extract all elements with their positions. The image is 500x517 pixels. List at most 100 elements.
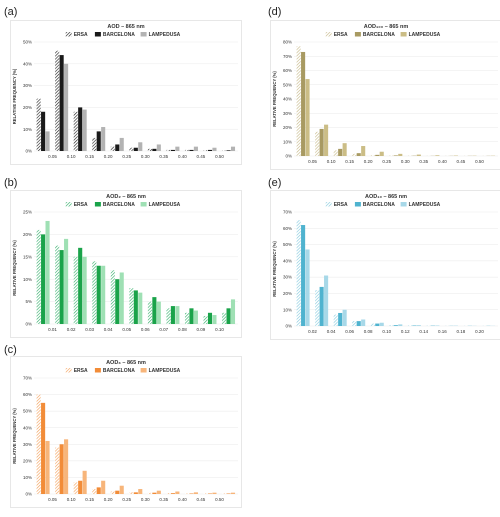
y-tick-label: 0% — [25, 322, 32, 327]
bar — [352, 321, 357, 326]
legend-swatch — [65, 32, 72, 37]
y-tick-label: 30% — [283, 111, 292, 116]
y-axis-label: RELATIVE FREQUENCY (%) — [12, 408, 17, 464]
x-tick-label: 0.10 — [67, 497, 76, 502]
y-tick-label: 50% — [283, 82, 292, 87]
chart-frame — [10, 356, 242, 508]
bar — [73, 482, 78, 494]
legend-label: ERSA — [334, 202, 348, 208]
bar — [101, 265, 106, 324]
bar — [189, 149, 194, 151]
bar — [226, 150, 231, 151]
bar — [41, 402, 46, 494]
bar — [356, 153, 361, 156]
x-tick-label: 0.40 — [178, 497, 187, 502]
bar — [129, 288, 134, 324]
x-tick-label: 0.16 — [438, 329, 447, 334]
y-tick-label: 10% — [23, 475, 32, 480]
bar — [203, 315, 208, 324]
bar — [115, 144, 120, 151]
bar — [175, 146, 180, 151]
x-tick-label: 0.06 — [345, 329, 354, 334]
x-tick-label: 0.30 — [141, 497, 150, 502]
bar — [36, 394, 41, 494]
y-tick-label: 30% — [283, 275, 292, 280]
y-tick-label: 0% — [25, 492, 32, 497]
x-tick-label: 0.05 — [308, 159, 317, 164]
legend-swatch — [354, 32, 361, 37]
bar — [133, 147, 138, 151]
y-tick-label: 10% — [283, 139, 292, 144]
y-tick-label: 20% — [283, 125, 292, 130]
bar — [305, 249, 310, 326]
bar — [393, 155, 398, 156]
bar — [352, 153, 357, 156]
bar — [166, 308, 171, 324]
bar — [55, 447, 60, 494]
bar — [333, 314, 338, 326]
bar — [110, 270, 115, 324]
x-tick-label: 0.01 — [48, 327, 57, 332]
bar — [324, 124, 329, 156]
bar — [207, 149, 213, 151]
bar — [129, 492, 134, 494]
x-tick-label: 0.50 — [215, 154, 224, 159]
bar — [166, 493, 171, 494]
bar — [41, 234, 46, 324]
y-axis-label: RELATIVE FREQUENCY (%) — [272, 241, 277, 297]
bar — [301, 51, 306, 156]
bar — [230, 492, 236, 494]
legend-swatch — [65, 202, 72, 207]
x-tick-label: 0.50 — [475, 159, 484, 164]
x-tick-label: 0.45 — [197, 154, 206, 159]
legend-label: BARCELONA — [103, 368, 135, 374]
legend-label: BARCELONA — [103, 32, 135, 38]
bar — [184, 149, 190, 151]
bar — [152, 492, 157, 494]
chart-e-aod10: AOD₁₀ – 865 nm ERSA BARCELONA LAMPEDUSA 0% 10… — [270, 190, 500, 340]
bar — [370, 323, 375, 326]
bar — [361, 146, 366, 156]
y-tick-label: 40% — [283, 258, 292, 263]
bar — [101, 127, 106, 151]
chart-title: AOD₁₀₀ – 865 nm — [364, 24, 409, 30]
bar — [193, 310, 198, 324]
bar — [119, 485, 124, 494]
bar — [92, 261, 97, 324]
y-axis-label: RELATIVE FREQUENCY (%) — [12, 68, 17, 124]
y-tick-label: 30% — [23, 442, 32, 447]
x-tick-label: 0.05 — [48, 497, 57, 502]
y-tick-label: 15% — [23, 254, 32, 259]
bar — [82, 256, 87, 324]
y-tick-label: 50% — [283, 242, 292, 247]
bar — [375, 154, 380, 156]
bar — [92, 489, 97, 494]
bar — [156, 301, 161, 324]
y-tick-label: 25% — [23, 210, 32, 215]
bar — [36, 229, 41, 324]
legend-label: LAMPEDUSA — [149, 32, 181, 38]
x-tick-label: 0.40 — [178, 154, 187, 159]
y-tick-label: 20% — [23, 105, 32, 110]
bar — [156, 144, 161, 151]
x-tick-label: 0.30 — [401, 159, 410, 164]
bar — [115, 279, 120, 324]
bar — [175, 306, 180, 324]
x-tick-label: 0.35 — [159, 154, 168, 159]
legend-swatch — [354, 202, 361, 207]
legend-label: LAMPEDUSA — [149, 368, 181, 374]
x-tick-label: 0.08 — [178, 327, 187, 332]
bar — [189, 308, 194, 324]
bar — [370, 155, 375, 156]
legend-swatch — [140, 32, 147, 37]
bar — [96, 265, 101, 324]
bar — [203, 150, 208, 151]
bar — [59, 444, 64, 494]
bar — [96, 131, 101, 151]
x-tick-label: 0.20 — [475, 329, 484, 334]
y-axis-label: RELATIVE FREQUENCY (%) — [12, 240, 17, 296]
bar — [59, 250, 64, 324]
legend-swatch — [140, 202, 147, 207]
bar — [193, 146, 198, 151]
bar — [45, 220, 50, 324]
